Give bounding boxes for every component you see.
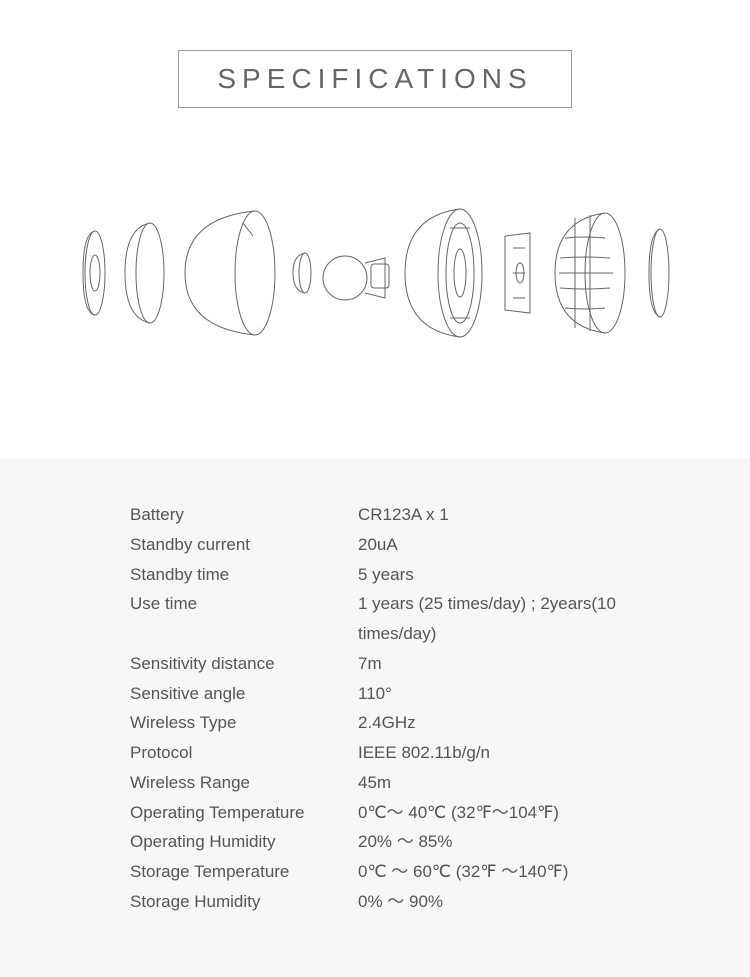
spec-value: 1 years (25 times/day) ; 2years(10 times… <box>358 589 620 649</box>
spec-label: Sensitivity distance <box>130 649 358 679</box>
spec-label: Storage Humidity <box>130 887 358 917</box>
spec-label: Wireless Range <box>130 768 358 798</box>
spec-row: ProtocolIEEE 802.11b/g/n <box>130 738 620 768</box>
specs-panel: BatteryCR123A x 1Standby current20uAStan… <box>0 458 750 977</box>
sensor-exploded-icon <box>65 178 685 368</box>
spec-value: 0% ～ 90% <box>358 887 620 917</box>
spec-value: IEEE 802.11b/g/n <box>358 738 620 768</box>
spec-row: Storage Temperature0℃ ～ 60℃ (32℉ ～140℉) <box>130 857 620 887</box>
spec-label: Operating Temperature <box>130 798 358 828</box>
spec-label: Protocol <box>130 738 358 768</box>
spec-value: 45m <box>358 768 620 798</box>
spec-row: Standby time5 years <box>130 560 620 590</box>
header-section: SPECIFICATIONS <box>0 0 750 458</box>
spec-value: 5 years <box>358 560 620 590</box>
spec-label: Wireless Type <box>130 708 358 738</box>
spec-value: 0℃～ 40℃ (32℉～104℉) <box>358 798 620 828</box>
spec-value: 110° <box>358 679 620 709</box>
page-title: SPECIFICATIONS <box>217 63 532 95</box>
spec-label: Standby current <box>130 530 358 560</box>
spec-label: Operating Humidity <box>130 827 358 857</box>
spec-row: Sensitivity distance7m <box>130 649 620 679</box>
spec-label: Use time <box>130 589 358 649</box>
spec-value: 0℃ ～ 60℃ (32℉ ～140℉) <box>358 857 620 887</box>
spec-label: Battery <box>130 500 358 530</box>
spec-value: CR123A x 1 <box>358 500 620 530</box>
spec-value: 7m <box>358 649 620 679</box>
spec-label: Standby time <box>130 560 358 590</box>
spec-row: Standby current20uA <box>130 530 620 560</box>
spec-row: Storage Humidity0% ～ 90% <box>130 887 620 917</box>
spec-row: Operating Humidity20% ～ 85% <box>130 827 620 857</box>
spec-row: Wireless Type2.4GHz <box>130 708 620 738</box>
title-box: SPECIFICATIONS <box>178 50 571 108</box>
exploded-diagram <box>0 178 750 368</box>
spec-label: Storage Temperature <box>130 857 358 887</box>
spec-row: Sensitive angle110° <box>130 679 620 709</box>
spec-value: 2.4GHz <box>358 708 620 738</box>
spec-row: Use time1 years (25 times/day) ; 2years(… <box>130 589 620 649</box>
spec-row: BatteryCR123A x 1 <box>130 500 620 530</box>
spec-value: 20uA <box>358 530 620 560</box>
specs-list: BatteryCR123A x 1Standby current20uAStan… <box>130 500 620 917</box>
spec-value: 20% ～ 85% <box>358 827 620 857</box>
spec-label: Sensitive angle <box>130 679 358 709</box>
spec-row: Operating Temperature0℃～ 40℃ (32℉～104℉) <box>130 798 620 828</box>
spec-row: Wireless Range45m <box>130 768 620 798</box>
